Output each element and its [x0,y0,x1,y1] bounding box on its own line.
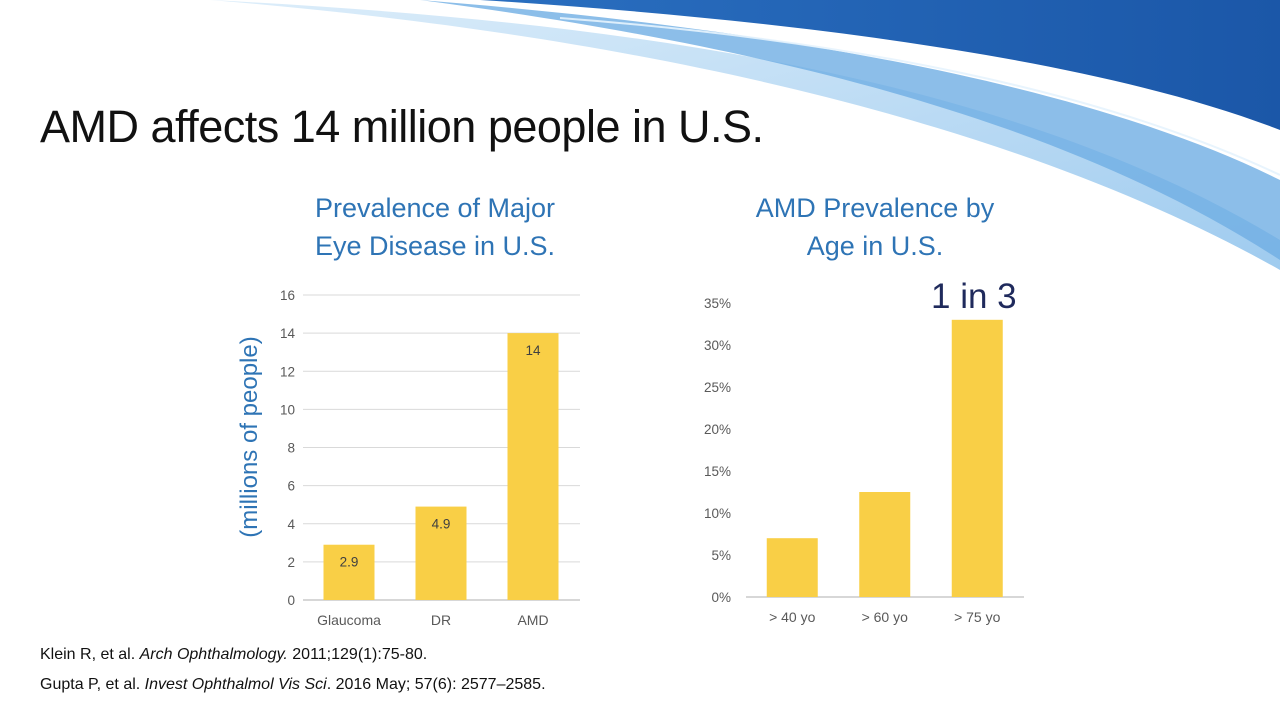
chart1-y-tick-label: 4 [287,517,295,532]
chart2-y-tick-label: 0% [711,590,731,605]
chart2-y-tick-label: 10% [704,506,731,521]
reference-2: Gupta P, et al. Invest Ophthalmol Vis Sc… [40,676,546,694]
wave-dark-band [480,0,1280,130]
chart1-y-tick-label: 0 [287,593,295,608]
chart1-y-tick-label: 14 [280,326,296,341]
reference-1-details: 2011;129(1):75-80. [287,646,428,663]
chart2-title-line-1: AMD Prevalence by [755,193,995,223]
chart2-bar-40-yo [766,538,818,597]
chart1-data-label: 14 [525,343,541,358]
chart1-bar-amd [507,333,559,600]
chart1-data-label: 2.9 [340,555,359,570]
reference-2-journal: Invest Ophthalmol Vis Sci [144,676,327,693]
header-wave-decoration [210,0,1280,270]
reference-2-details: . 2016 May; 57(6): 2577–2585. [326,676,546,693]
chart2-x-tick-label: > 40 yo [769,609,816,625]
chart1-bar-dr [415,506,467,600]
reference-1-authors: Klein R, et al. [40,646,140,663]
chart2-x-tick-label: > 75 yo [954,609,1001,625]
chart1-bar-glaucoma [323,544,375,600]
chart1-title-line-1: Prevalence of Major [314,193,556,223]
chart1-title: Prevalence of Major Eye Disease in U.S. [270,189,600,265]
chart1-y-tick-label: 2 [287,555,295,570]
chart2-title: AMD Prevalence by Age in U.S. [710,189,1040,265]
chart1-y-tick-label: 16 [280,288,295,303]
chart1-y-tick-label: 10 [280,402,295,417]
reference-1: Klein R, et al. Arch Ophthalmology. 2011… [40,646,427,664]
wave-mid-band [420,0,1280,260]
chart2-y-tick-label: 20% [704,422,731,437]
chart2-y-tick-label: 5% [711,548,731,563]
chart2-y-tick-label: 30% [704,338,731,353]
reference-2-authors: Gupta P, et al. [40,676,145,693]
chart2-bar-75-yo [951,319,1003,597]
chart2-y-tick-label: 15% [704,464,731,479]
chart2-annotation: 1 in 3 [931,277,1017,316]
slide-title: AMD affects 14 million people in U.S. [40,101,764,152]
chart2-y-tick-label: 35% [704,296,731,311]
wave-highlight [559,17,1280,176]
chart1-data-label: 4.9 [432,517,451,532]
chart1-y-tick-label: 6 [287,479,295,494]
chart2-x-tick-label: > 60 yo [862,609,909,625]
chart2-title-line-2: Age in U.S. [806,231,944,261]
chart1-title-line-2: Eye Disease in U.S. [314,231,556,261]
reference-1-journal: Arch Ophthalmology. [139,646,288,663]
chart1-x-tick-label: DR [431,612,451,628]
chart1-y-tick-label: 12 [280,364,295,379]
chart1-x-tick-label: AMD [517,612,548,628]
chart1-x-tick-label: Glaucoma [317,612,381,628]
chart2-bar-60-yo [859,492,911,597]
chart1-y-tick-label: 8 [287,441,295,456]
chart2-y-tick-label: 25% [704,380,731,395]
